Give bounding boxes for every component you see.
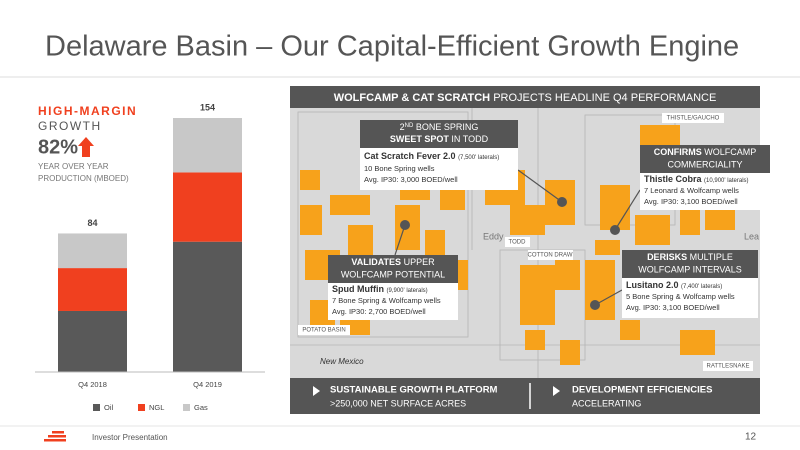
callout: 2ND BONE SPRING SWEET SPOT IN TODD Cat S… — [360, 120, 518, 190]
bar-segment — [58, 268, 127, 311]
growth-caption: PRODUCTION (MBOED) — [38, 174, 129, 183]
bottom-sub: >250,000 NET SURFACE ACRES — [330, 398, 466, 408]
bar-chart: 84 Q4 2018 154 Q4 2019 Oil NGL Gas — [35, 102, 265, 412]
map-labels: THISTLE/GAUCHO TODD COTTON DRAW POTATO B… — [298, 113, 759, 371]
legend-label: Oil — [104, 403, 114, 412]
area-label: THISTLE/GAUCHO — [667, 116, 720, 122]
bullet — [313, 386, 320, 396]
map-header-bar — [290, 86, 760, 108]
svg-text:Avg. IP30: 3,100 BOED/well: Avg. IP30: 3,100 BOED/well — [626, 303, 720, 312]
bar-segment — [173, 241, 242, 372]
bottom-bar — [290, 378, 760, 414]
svg-text:7 Bone Spring & Wolfcamp wells: 7 Bone Spring & Wolfcamp wells — [332, 296, 441, 305]
bar-segment — [173, 118, 242, 173]
svg-text:DERISKS MULTIPLE: DERISKS MULTIPLE — [647, 252, 733, 262]
county-label: Lea — [744, 231, 759, 241]
svg-text:5 Bone Spring & Wolfcamp wells: 5 Bone Spring & Wolfcamp wells — [626, 292, 735, 301]
bottom-heading: DEVELOPMENT EFFICIENCIES — [572, 385, 712, 396]
svg-text:Lusitano 2.0 (7,400' laterals): Lusitano 2.0 (7,400' laterals) — [626, 280, 722, 290]
svg-text:Thistle Cobra (10,900' lateral: Thistle Cobra (10,900' laterals) — [644, 174, 749, 184]
growth-percent: 82% — [38, 136, 78, 158]
legend-label: Gas — [194, 403, 208, 412]
callout: VALIDATES UPPER WOLFCAMP POTENTIAL Spud … — [328, 255, 458, 320]
area-label: POTATO BASIN — [302, 328, 345, 334]
svg-text:Spud Muffin (9,900' laterals): Spud Muffin (9,900' laterals) — [332, 284, 428, 294]
bar-segment — [58, 233, 127, 269]
callout: DERISKS MULTIPLE WOLFCAMP INTERVALS Lusi… — [622, 250, 758, 318]
logo — [44, 431, 66, 442]
bottom-sub: ACCELERATING — [572, 398, 641, 408]
svg-text:10 Bone Spring wells: 10 Bone Spring wells — [364, 164, 435, 173]
svg-text:Cat Scratch Fever 2.0 (7,500': Cat Scratch Fever 2.0 (7,500' laterals) — [364, 151, 499, 161]
growth-label: GROWTH — [38, 119, 102, 133]
svg-text:CONFIRMS WOLFCAMP: CONFIRMS WOLFCAMP — [654, 147, 757, 157]
total-label: 84 — [87, 218, 97, 228]
callout: CONFIRMS WOLFCAMP COMMERCIALITY Thistle … — [640, 145, 770, 210]
svg-text:SWEET SPOT IN TODD: SWEET SPOT IN TODD — [390, 134, 489, 144]
growth-label: HIGH-MARGIN — [38, 104, 137, 118]
page-number: 12 — [745, 432, 757, 443]
bar-segment — [58, 310, 127, 372]
x-tick-label: Q4 2018 — [78, 380, 107, 389]
legend-label: NGL — [149, 403, 164, 412]
svg-text:Avg. IP30: 3,100 BOED/well: Avg. IP30: 3,100 BOED/well — [644, 197, 738, 206]
svg-text:Avg. IP30: 2,700 BOED/well: Avg. IP30: 2,700 BOED/well — [332, 307, 426, 316]
area-label: COTTON DRAW — [528, 253, 573, 259]
bottom-heading: SUSTAINABLE GROWTH PLATFORM — [330, 385, 498, 396]
svg-text:COMMERCIALITY: COMMERCIALITY — [667, 159, 742, 169]
legend-swatch — [138, 404, 145, 411]
total-label: 154 — [200, 102, 215, 112]
growth-caption: YEAR OVER YEAR — [38, 162, 109, 171]
acreage — [300, 125, 735, 365]
bullet — [553, 386, 560, 396]
svg-text:VALIDATES UPPER: VALIDATES UPPER — [351, 257, 435, 267]
state-label: New Mexico — [320, 357, 364, 366]
svg-text:7 Leonard & Wolfcamp wells: 7 Leonard & Wolfcamp wells — [644, 186, 739, 195]
area-label: RATTLESNAKE — [707, 364, 750, 370]
map-panel: WOLFCAMP & CAT SCRATCH PROJECTS HEADLINE… — [290, 86, 770, 414]
connectors — [394, 169, 641, 306]
map-header: WOLFCAMP & CAT SCRATCH PROJECTS HEADLINE… — [334, 92, 717, 104]
x-tick-label: Q4 2019 — [193, 380, 222, 389]
footer-text: Investor Presentation — [92, 433, 168, 442]
project-dots — [400, 197, 620, 310]
legend-swatch — [93, 404, 100, 411]
svg-text:WOLFCAMP INTERVALS: WOLFCAMP INTERVALS — [638, 264, 742, 274]
svg-text:WOLFCAMP POTENTIAL: WOLFCAMP POTENTIAL — [341, 269, 445, 279]
county-label: Eddy — [483, 231, 504, 241]
svg-text:Avg. IP30: 3,000 BOED/well: Avg. IP30: 3,000 BOED/well — [364, 175, 458, 184]
slide-title: Delaware Basin – Our Capital-Efficient G… — [45, 31, 739, 63]
legend-swatch — [183, 404, 190, 411]
area-label: TODD — [509, 240, 527, 246]
svg-text:2ND BONE SPRING: 2ND BONE SPRING — [400, 122, 479, 132]
bar-segment — [173, 172, 242, 242]
up-arrow — [78, 137, 94, 157]
